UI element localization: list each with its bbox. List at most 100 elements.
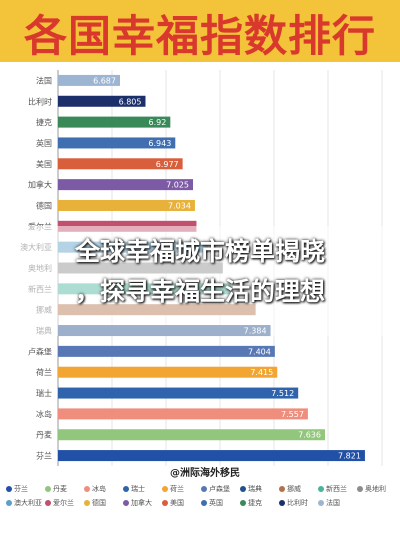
legend-label: 法国 bbox=[326, 499, 340, 507]
bar-16 bbox=[58, 408, 308, 420]
value-label-6: 7.034 bbox=[168, 201, 191, 210]
legend-item-3: 瑞士 bbox=[123, 484, 160, 494]
legend-label: 奥地利 bbox=[365, 485, 386, 493]
legend-item-2: 冰岛 bbox=[84, 484, 121, 494]
legend-swatch bbox=[240, 500, 246, 506]
legend-label: 荷兰 bbox=[170, 485, 184, 493]
bar-2 bbox=[58, 116, 171, 128]
legend-label: 比利时 bbox=[287, 499, 308, 507]
bar-3 bbox=[58, 137, 176, 149]
legend-swatch bbox=[45, 500, 51, 506]
chart-legend: 芬兰 丹麦 冰岛 瑞士 荷兰 卢森堡 瑞典 挪威 新西兰 奥地利澳大利亚 爱尔兰 德国 加拿大 美国 英国 捷… bbox=[6, 484, 396, 508]
legend-swatch bbox=[84, 486, 90, 492]
legend-label: 丹麦 bbox=[53, 485, 67, 493]
legend-swatch bbox=[123, 486, 129, 492]
overlay-band bbox=[0, 226, 400, 336]
legend-label: 捷克 bbox=[248, 499, 262, 507]
page-title: 各国幸福指数排行 bbox=[24, 12, 376, 62]
bar-18 bbox=[58, 450, 365, 462]
legend-item-4: 荷兰 bbox=[162, 484, 199, 494]
legend-swatch bbox=[201, 486, 207, 492]
legend-item-9: 奥地利 bbox=[357, 484, 394, 494]
legend-item-13: 加拿大 bbox=[123, 498, 160, 508]
watermark: @洲际海外移民 bbox=[170, 466, 240, 479]
legend-item-12: 德国 bbox=[84, 498, 121, 508]
legend-label: 冰岛 bbox=[92, 485, 106, 493]
value-label-0: 6.687 bbox=[93, 76, 116, 85]
category-label-3: 英国 bbox=[36, 138, 52, 148]
category-label-17: 丹麦 bbox=[36, 430, 52, 440]
bar-17 bbox=[58, 429, 325, 441]
legend-swatch bbox=[357, 486, 363, 492]
legend-label: 加拿大 bbox=[131, 499, 152, 507]
legend-label: 卢森堡 bbox=[209, 485, 230, 493]
category-label-16: 冰岛 bbox=[36, 409, 52, 419]
legend-item-1: 丹麦 bbox=[45, 484, 82, 494]
overlay-headline-1: 全球幸福城市榜单揭晓 bbox=[74, 237, 325, 266]
legend-item-16: 捷克 bbox=[240, 498, 277, 508]
value-label-2: 6.92 bbox=[149, 118, 167, 127]
legend-item-18: 法国 bbox=[318, 498, 355, 508]
legend-swatch bbox=[240, 486, 246, 492]
overlay-headline-2: ，探寻幸福生活的理想 bbox=[74, 277, 325, 306]
value-label-17: 7.636 bbox=[298, 431, 321, 440]
legend-label: 挪威 bbox=[287, 485, 301, 493]
category-label-13: 卢森堡 bbox=[28, 346, 52, 356]
legend-swatch bbox=[279, 500, 285, 506]
legend-item-15: 英国 bbox=[201, 498, 238, 508]
category-label-4: 美国 bbox=[36, 159, 52, 169]
legend-item-0: 芬兰 bbox=[6, 484, 43, 494]
value-label-3: 6.943 bbox=[148, 139, 171, 148]
value-label-18: 7.821 bbox=[338, 452, 361, 461]
legend-item-8: 新西兰 bbox=[318, 484, 355, 494]
legend-item-11: 爱尔兰 bbox=[45, 498, 82, 508]
legend-swatch bbox=[162, 486, 168, 492]
legend-label: 芬兰 bbox=[14, 485, 28, 493]
legend-swatch bbox=[123, 500, 129, 506]
category-label-14: 荷兰 bbox=[36, 367, 52, 377]
legend-swatch bbox=[318, 486, 324, 492]
legend-item-5: 卢森堡 bbox=[201, 484, 238, 494]
value-label-1: 6.805 bbox=[119, 97, 142, 106]
legend-label: 澳大利亚 bbox=[14, 499, 42, 507]
legend-item-10: 澳大利亚 bbox=[6, 498, 43, 508]
bar-14 bbox=[58, 366, 278, 378]
bar-6 bbox=[58, 199, 195, 211]
category-label-1: 比利时 bbox=[28, 96, 52, 106]
legend-label: 爱尔兰 bbox=[53, 499, 74, 507]
value-label-13: 7.404 bbox=[248, 347, 271, 356]
category-label-0: 法国 bbox=[36, 75, 52, 85]
category-label-6: 德国 bbox=[36, 200, 52, 210]
bar-0 bbox=[58, 74, 120, 86]
legend-swatch bbox=[162, 500, 168, 506]
legend-item-6: 瑞典 bbox=[240, 484, 277, 494]
legend-label: 新西兰 bbox=[326, 485, 347, 493]
value-label-15: 7.512 bbox=[271, 389, 294, 398]
legend-swatch bbox=[45, 486, 51, 492]
category-label-2: 捷克 bbox=[36, 117, 52, 127]
value-label-16: 7.557 bbox=[281, 410, 304, 419]
legend-label: 英国 bbox=[209, 499, 223, 507]
category-label-15: 瑞士 bbox=[36, 388, 52, 398]
bar-1 bbox=[58, 95, 146, 107]
value-label-14: 7.415 bbox=[250, 368, 273, 377]
legend-item-17: 比利时 bbox=[279, 498, 316, 508]
legend-item-7: 挪威 bbox=[279, 484, 316, 494]
title-bar: 各国幸福指数排行 bbox=[0, 0, 400, 62]
bar-4 bbox=[58, 158, 183, 170]
legend-label: 德国 bbox=[92, 499, 106, 507]
legend-item-14: 美国 bbox=[162, 498, 199, 508]
category-label-5: 加拿大 bbox=[28, 180, 52, 190]
legend-swatch bbox=[6, 486, 12, 492]
legend-label: 美国 bbox=[170, 499, 184, 507]
value-label-5: 7.025 bbox=[166, 181, 189, 190]
legend-swatch bbox=[201, 500, 207, 506]
bar-5 bbox=[58, 179, 193, 191]
value-label-4: 6.977 bbox=[156, 160, 179, 169]
bar-13 bbox=[58, 345, 275, 357]
legend-label: 瑞典 bbox=[248, 485, 262, 493]
legend-swatch bbox=[84, 500, 90, 506]
legend-swatch bbox=[318, 500, 324, 506]
category-label-18: 芬兰 bbox=[36, 451, 52, 461]
bar-15 bbox=[58, 387, 299, 399]
